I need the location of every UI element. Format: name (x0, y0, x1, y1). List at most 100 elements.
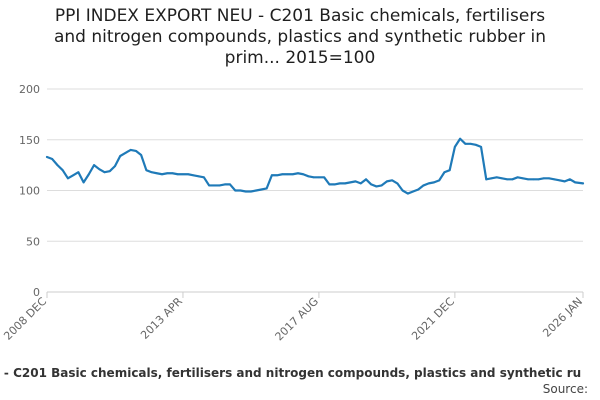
data-point (135, 150, 137, 152)
x-tick-label-4: 2026 JAN (540, 295, 585, 340)
data-point (338, 182, 341, 185)
data-point (506, 178, 509, 181)
data-point (464, 142, 467, 145)
data-point (297, 172, 299, 175)
chart-title-line-3: prim... 2015=100 (224, 48, 376, 68)
data-point (56, 164, 59, 167)
data-point (281, 173, 284, 176)
data-point (349, 181, 352, 184)
data-point (108, 170, 111, 173)
data-point (166, 172, 169, 175)
data-point (197, 175, 200, 178)
data-point (359, 182, 362, 185)
data-point (276, 174, 278, 177)
data-point (129, 149, 132, 151)
data-point (223, 183, 226, 186)
data-point (433, 181, 435, 184)
data-point (72, 174, 75, 177)
data-point (417, 188, 420, 191)
data-point (391, 179, 394, 182)
data-point (490, 177, 493, 180)
data-point (67, 177, 69, 180)
series-line-0 (45, 137, 585, 195)
data-point (495, 176, 498, 179)
data-point (182, 173, 184, 176)
data-point (375, 185, 378, 188)
data-point (171, 172, 174, 175)
data-point (516, 176, 519, 179)
data-point (344, 182, 346, 185)
data-point (255, 189, 258, 192)
data-point (307, 175, 310, 178)
data-point (213, 184, 216, 187)
chart-title-line-2: and nitrogen compounds, plastics and syn… (53, 27, 547, 47)
chart-caption: U - C201 Basic chemicals, fertilisers an… (0, 366, 600, 382)
data-point (582, 182, 584, 185)
y-tick-label-0: 0 (33, 286, 40, 299)
data-point (244, 190, 247, 193)
data-point (370, 183, 373, 186)
x-tick-label-2: 2017 AUG (273, 295, 322, 344)
data-point (202, 176, 205, 179)
data-point (563, 180, 566, 183)
data-point (459, 137, 462, 140)
y-tick-label-100: 100 (19, 185, 40, 198)
data-point (260, 188, 263, 191)
data-point (501, 177, 503, 180)
data-point (511, 178, 514, 181)
data-point (286, 173, 289, 176)
data-point (532, 178, 535, 181)
x-axis: 2008 DEC 2013 APR 2017 AUG 2021 DEC 2026 JAN (1, 292, 585, 343)
data-point (448, 169, 451, 172)
data-point (218, 184, 221, 187)
data-point (406, 192, 409, 195)
data-point (119, 155, 122, 157)
data-point (354, 180, 357, 183)
data-point (250, 190, 252, 193)
data-point (328, 183, 331, 186)
y-tick-label-50: 50 (26, 235, 40, 248)
y-tick-label-150: 150 (19, 134, 40, 147)
data-point (161, 173, 163, 176)
data-point (469, 142, 472, 145)
data-point (542, 177, 545, 180)
data-point (380, 184, 383, 187)
series-layer (45, 137, 585, 195)
data-point (192, 174, 195, 177)
data-point (176, 173, 179, 176)
data-point (208, 184, 211, 187)
data-point (234, 189, 237, 192)
data-point (82, 181, 85, 184)
data-point (401, 189, 404, 192)
data-point (103, 171, 106, 174)
data-point (114, 165, 116, 168)
data-point (422, 184, 425, 187)
data-point (443, 171, 446, 174)
data-point (453, 145, 456, 148)
data-point (537, 178, 540, 181)
data-point (427, 182, 430, 185)
data-point (187, 173, 190, 176)
data-point (485, 178, 488, 181)
gridlines (47, 88, 583, 293)
data-point (77, 171, 80, 174)
data-point (521, 177, 524, 180)
data-point (51, 158, 54, 160)
chart-title-line-1: PPI INDEX EXPORT NEU - C201 Basic chemic… (54, 6, 546, 26)
data-point (98, 168, 101, 171)
data-point (291, 173, 294, 176)
data-point (548, 177, 550, 180)
x-tick-label-3: 2021 DEC (409, 295, 457, 343)
chart-caption-text: U - C201 Basic chemicals, fertilisers an… (0, 366, 582, 380)
data-point (150, 171, 153, 174)
data-point (140, 154, 143, 156)
data-point (474, 143, 477, 146)
data-point (333, 183, 336, 186)
data-point (155, 172, 158, 175)
data-point (323, 176, 326, 179)
data-point (265, 187, 268, 190)
data-point (396, 182, 399, 185)
data-point (386, 180, 388, 183)
data-point (438, 179, 441, 182)
